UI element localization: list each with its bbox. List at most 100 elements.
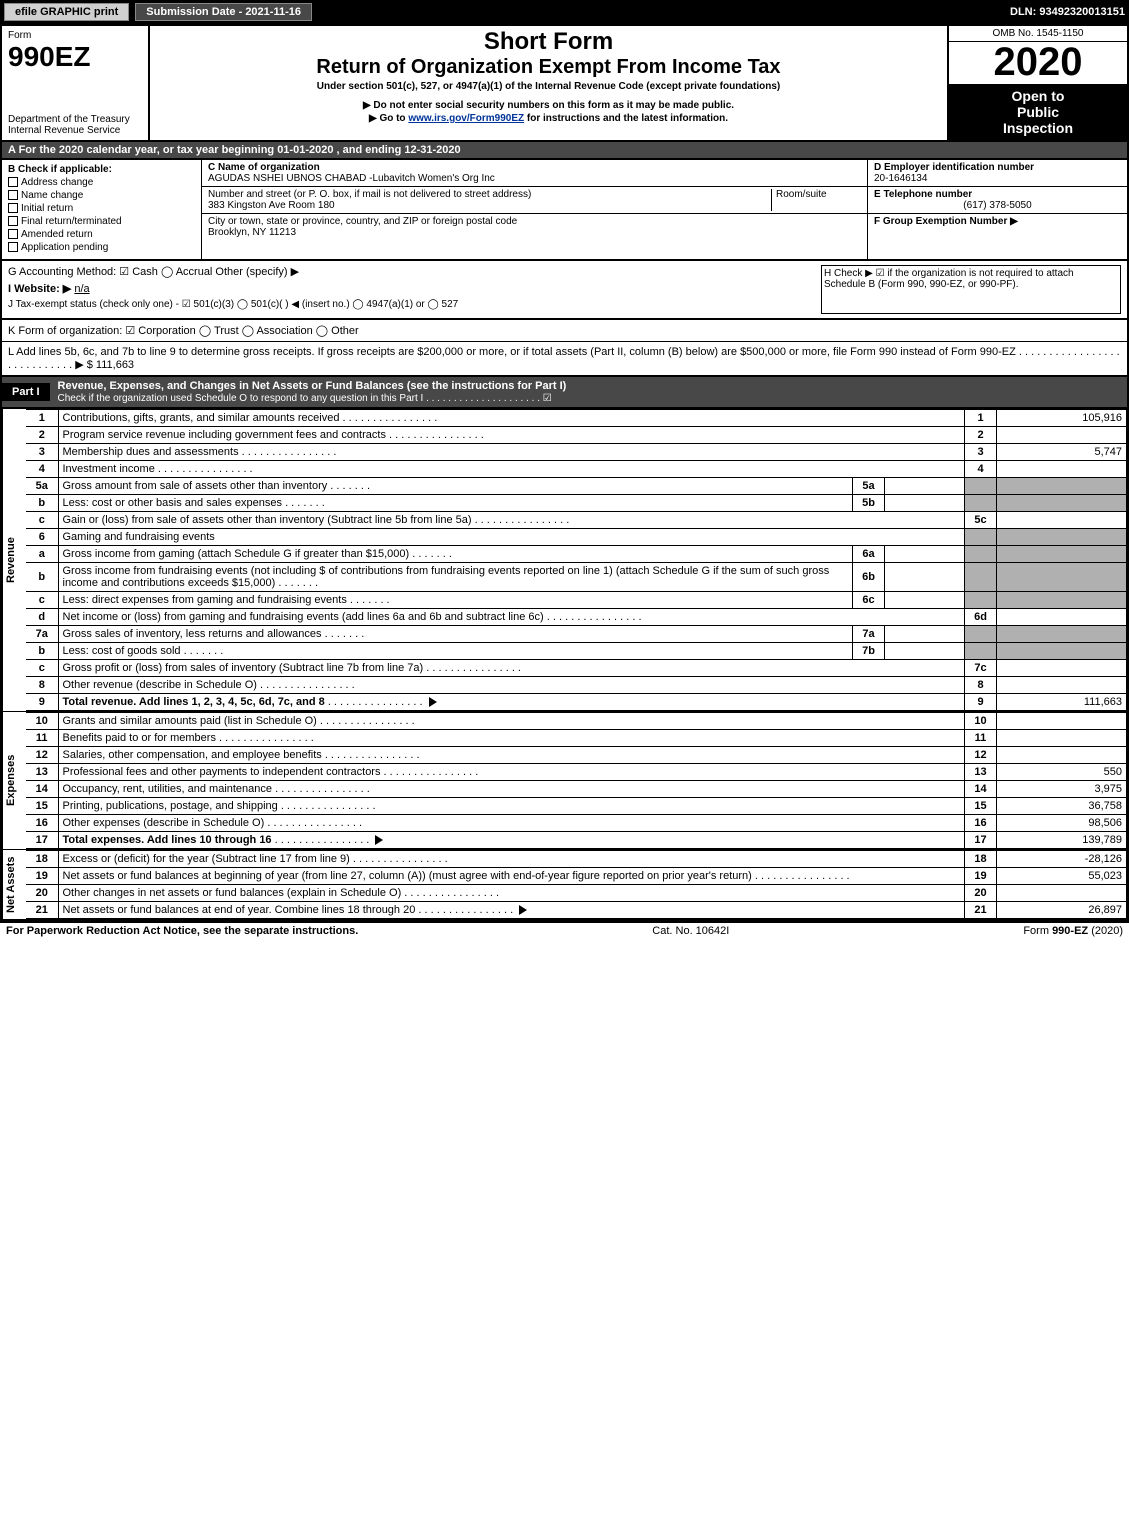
chk-name-change[interactable]: Name change [8,190,195,201]
line-value: 111,663 [997,694,1127,711]
line-desc: Less: cost or other basis and sales expe… [58,495,853,512]
form-outer: Form 990EZ Department of the Treasury In… [0,24,1129,923]
line-desc: Benefits paid to or for members . . . . … [58,730,965,747]
line-number-col: 9 [965,694,997,711]
table-row: 1Contributions, gifts, grants, and simil… [26,410,1127,427]
irs-link[interactable]: www.irs.gov/Form990EZ [408,113,524,124]
line-l: L Add lines 5b, 6c, and 7b to line 9 to … [2,342,1127,375]
table-row: 10Grants and similar amounts paid (list … [26,713,1127,730]
line-number: a [26,546,58,563]
table-row: 6Gaming and fundraising events [26,529,1127,546]
line-number-col [965,546,997,563]
top-bar: efile GRAPHIC print Submission Date - 20… [0,0,1129,24]
i-value: n/a [74,283,89,295]
line-number-col [965,626,997,643]
line-value [997,512,1127,529]
table-row: 18Excess or (deficit) for the year (Subt… [26,851,1127,868]
cell-city: City or town, state or province, country… [202,214,867,240]
chk-address-change[interactable]: Address change [8,177,195,188]
line-number-col: 1 [965,410,997,427]
cell-address: Number and street (or P. O. box, if mail… [202,187,867,214]
cell-group-exemption: F Group Exemption Number ▶ [868,214,1127,229]
line-number: 12 [26,747,58,764]
line-number: 18 [26,851,58,868]
line-desc: Program service revenue including govern… [58,427,965,444]
table-row: 13Professional fees and other payments t… [26,764,1127,781]
city-value: Brooklyn, NY 11213 [208,227,861,238]
line-number: 4 [26,461,58,478]
expenses-section: Expenses 10Grants and similar amounts pa… [2,712,1127,850]
addr-value: 383 Kingston Ave Room 180 [208,200,771,211]
table-row: 17Total expenses. Add lines 10 through 1… [26,832,1127,849]
table-row: 9Total revenue. Add lines 1, 2, 3, 4, 5c… [26,694,1127,711]
line-number-col: 8 [965,677,997,694]
line-number: 21 [26,902,58,919]
table-row: bGross income from fundraising events (n… [26,563,1127,592]
line-number: b [26,643,58,660]
line-desc: Less: direct expenses from gaming and fu… [58,592,853,609]
subline-value [885,643,965,660]
sub3-post: for instructions and the latest informat… [524,113,728,124]
line-desc: Gross income from fundraising events (no… [58,563,853,592]
chk-application-pending[interactable]: Application pending [8,242,195,253]
line-number: 16 [26,815,58,832]
subtitle-1: Under section 501(c), 527, or 4947(a)(1)… [156,81,941,92]
line-number: c [26,592,58,609]
line-value: -28,126 [997,851,1127,868]
line-number-col: 6d [965,609,997,626]
line-desc: Gross profit or (loss) from sales of inv… [58,660,965,677]
line-number-col: 19 [965,868,997,885]
form-number: 990EZ [8,41,142,73]
line-desc: Printing, publications, postage, and shi… [58,798,965,815]
line-h: H Check ▶ ☑ if the organization is not r… [821,265,1121,314]
line-desc: Investment income . . . . . . . . . . . … [58,461,965,478]
netassets-table: 18Excess or (deficit) for the year (Subt… [26,850,1127,919]
table-row: dNet income or (loss) from gaming and fu… [26,609,1127,626]
page-footer: For Paperwork Reduction Act Notice, see … [0,923,1129,939]
line-desc: Gaming and fundraising events [58,529,965,546]
chk-final-return[interactable]: Final return/terminated [8,216,195,227]
cell-ein: D Employer identification number 20-1646… [868,160,1127,187]
line-value [997,643,1127,660]
line-number-col: 5c [965,512,997,529]
line-value [997,885,1127,902]
part-1-title: Revenue, Expenses, and Changes in Net As… [58,377,1127,407]
f-label: F Group Exemption Number ▶ [874,216,1121,227]
section-b: B Check if applicable: Address change Na… [2,160,1127,261]
subline-number: 6c [853,592,885,609]
line-number: 2 [26,427,58,444]
line-desc: Other revenue (describe in Schedule O) .… [58,677,965,694]
line-number: c [26,512,58,529]
form-title-2: Return of Organization Exempt From Incom… [156,56,941,79]
b-title: B Check if applicable: [8,164,195,175]
line-value [997,478,1127,495]
table-row: 2Program service revenue including gover… [26,427,1127,444]
expenses-table: 10Grants and similar amounts paid (list … [26,712,1127,849]
subline-value [885,592,965,609]
chk-amended-return[interactable]: Amended return [8,229,195,240]
line-value [997,660,1127,677]
part-1-tag: Part I [2,383,50,401]
efile-print-button[interactable]: efile GRAPHIC print [4,3,129,21]
line-g: G Accounting Method: ☑ Cash ◯ Accrual Ot… [8,265,821,278]
line-desc: Gain or (loss) from sale of assets other… [58,512,965,529]
section-b-left: B Check if applicable: Address change Na… [2,160,202,259]
netassets-side-label: Net Assets [2,850,26,919]
line-number: 19 [26,868,58,885]
chk-initial-return[interactable]: Initial return [8,203,195,214]
netassets-section: Net Assets 18Excess or (deficit) for the… [2,850,1127,921]
line-value [997,495,1127,512]
line-value: 139,789 [997,832,1127,849]
line-number-col: 4 [965,461,997,478]
line-number: c [26,660,58,677]
d-label: D Employer identification number [874,162,1121,173]
subline-value [885,495,965,512]
submission-date-button[interactable]: Submission Date - 2021-11-16 [135,3,312,21]
line-value [997,626,1127,643]
line-value [997,592,1127,609]
table-row: 16Other expenses (describe in Schedule O… [26,815,1127,832]
line-number-col: 14 [965,781,997,798]
tax-year: 2020 [949,42,1127,82]
line-value: 550 [997,764,1127,781]
room-suite-label: Room/suite [771,189,861,211]
